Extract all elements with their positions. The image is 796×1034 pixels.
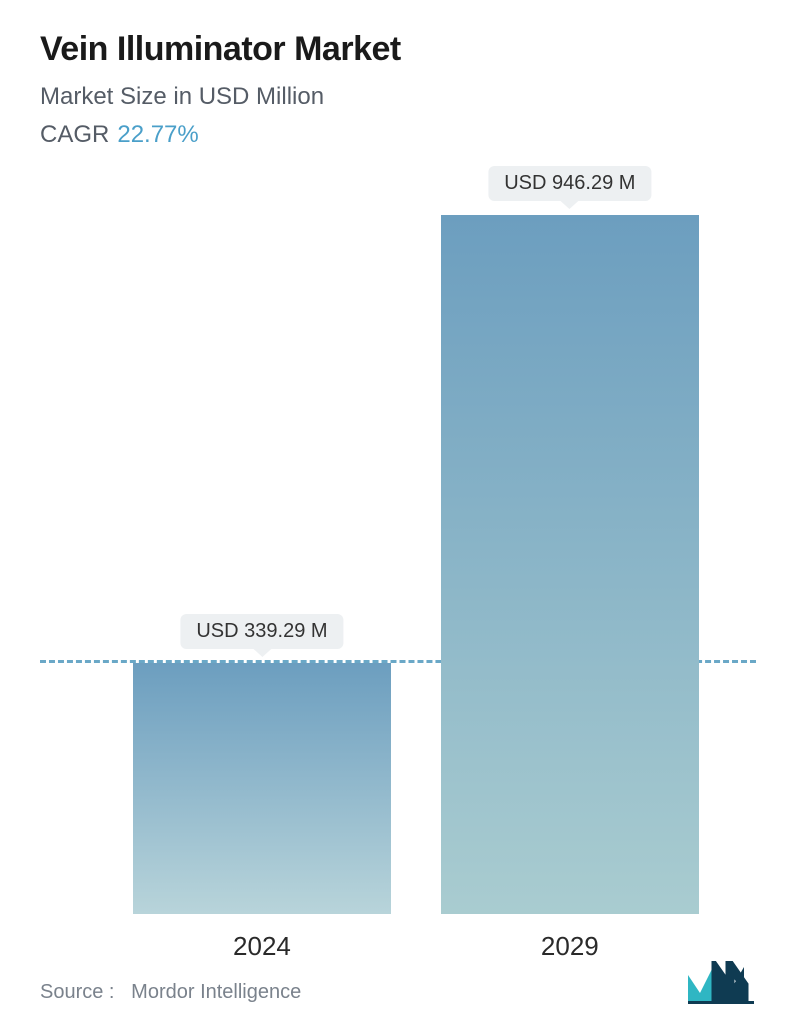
x-axis-label-2024: 2024 [233,931,291,962]
cagr-label: CAGR [40,121,109,148]
value-tag-2029: USD 946.29 M [488,166,651,201]
source-label: Source : [40,981,114,1003]
bar-2029 [441,215,699,914]
chart-container: Vein Illuminator Market Market Size in U… [0,0,796,1034]
bar-fill [441,215,699,914]
chart-subtitle: Market Size in USD Million [40,83,756,111]
chart-title: Vein Illuminator Market [40,30,756,69]
logo-icon [686,961,756,1005]
brand-logo [686,961,756,1010]
cagr-line: CAGR 22.77% [40,121,756,149]
bar-fill [133,663,391,914]
chart-plot-area: USD 339.29 M2024USD 946.29 M2029 [40,175,756,914]
source-attribution: Source : Mordor Intelligence [40,981,301,1004]
x-axis-label-2029: 2029 [541,931,599,962]
source-name: Mordor Intelligence [131,981,301,1003]
value-tag-2024: USD 339.29 M [180,614,343,649]
bar-2024 [133,663,391,914]
cagr-value: 22.77% [117,121,198,148]
